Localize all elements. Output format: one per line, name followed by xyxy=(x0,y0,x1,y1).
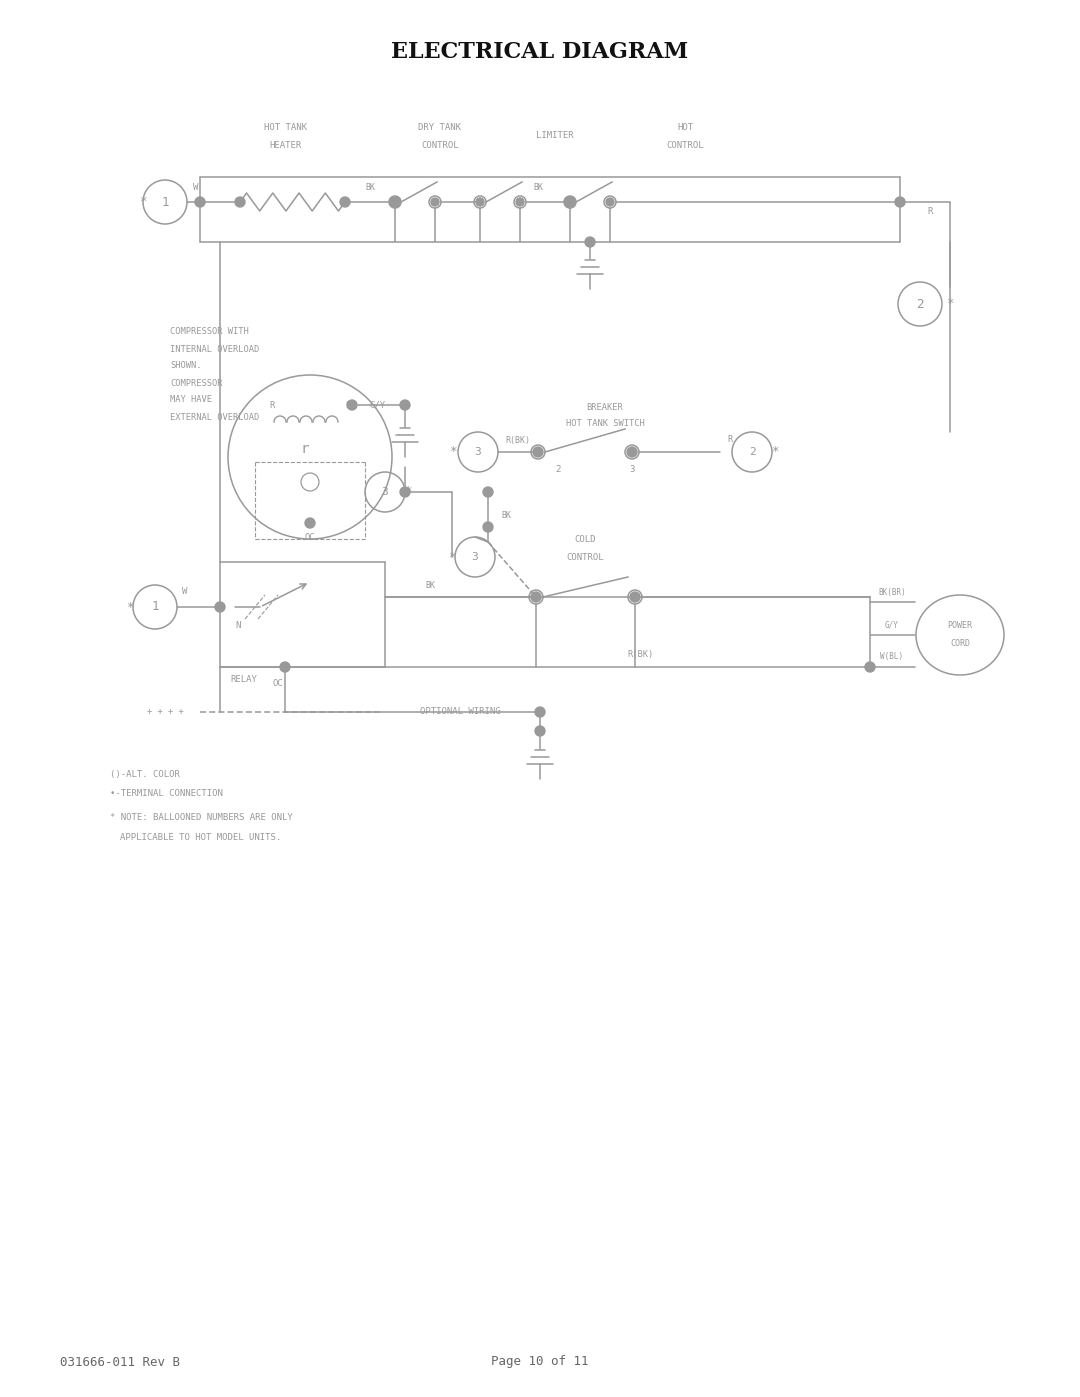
Text: POWER: POWER xyxy=(947,620,972,630)
Text: HOT TANK SWITCH: HOT TANK SWITCH xyxy=(566,419,645,429)
Circle shape xyxy=(483,522,492,532)
Circle shape xyxy=(566,198,573,205)
Text: * NOTE: BALLOONED NUMBERS ARE ONLY: * NOTE: BALLOONED NUMBERS ARE ONLY xyxy=(110,813,293,821)
Text: R: R xyxy=(928,208,933,217)
Text: COLD: COLD xyxy=(575,535,596,543)
Circle shape xyxy=(585,237,595,247)
Circle shape xyxy=(215,602,225,612)
Text: 3: 3 xyxy=(474,447,482,457)
Text: R: R xyxy=(269,401,274,409)
Text: R(BK): R(BK) xyxy=(626,651,653,659)
Circle shape xyxy=(516,198,524,205)
Text: 2: 2 xyxy=(555,464,561,474)
Text: r: r xyxy=(301,441,309,455)
Text: DRY TANK: DRY TANK xyxy=(419,123,461,131)
Text: CONTROL: CONTROL xyxy=(666,141,704,149)
Text: *: * xyxy=(448,550,456,563)
Text: OC: OC xyxy=(305,532,315,542)
Circle shape xyxy=(280,662,291,672)
Circle shape xyxy=(535,726,545,736)
Text: 3: 3 xyxy=(630,464,635,474)
Circle shape xyxy=(305,518,315,528)
Text: BK: BK xyxy=(501,510,511,520)
Text: G/Y: G/Y xyxy=(370,401,386,409)
Text: 2: 2 xyxy=(916,298,923,310)
Circle shape xyxy=(534,447,543,457)
Text: *: * xyxy=(404,486,411,499)
Text: 3: 3 xyxy=(381,488,389,497)
Text: 2: 2 xyxy=(748,447,755,457)
Text: 1: 1 xyxy=(161,196,168,208)
Circle shape xyxy=(347,400,357,409)
Circle shape xyxy=(476,198,484,205)
Text: 1: 1 xyxy=(151,601,159,613)
Circle shape xyxy=(400,400,410,409)
Circle shape xyxy=(565,197,575,207)
Text: 031666-011 Rev B: 031666-011 Rev B xyxy=(60,1355,180,1369)
Text: HOT: HOT xyxy=(677,123,693,131)
Text: OC: OC xyxy=(272,679,283,687)
Text: ELECTRICAL DIAGRAM: ELECTRICAL DIAGRAM xyxy=(391,41,689,63)
Circle shape xyxy=(895,197,905,207)
Text: R(BK): R(BK) xyxy=(505,436,530,444)
Text: CORD: CORD xyxy=(950,640,970,648)
Text: BK(BR): BK(BR) xyxy=(878,588,906,597)
Text: APPLICABLE TO HOT MODEL UNITS.: APPLICABLE TO HOT MODEL UNITS. xyxy=(120,833,281,841)
Text: LIMITER: LIMITER xyxy=(536,131,573,141)
Text: R: R xyxy=(727,436,732,444)
Text: 3: 3 xyxy=(472,552,478,562)
Text: BK: BK xyxy=(365,183,375,191)
Text: *: * xyxy=(139,196,147,208)
Text: *: * xyxy=(449,446,457,458)
Text: CONTROL: CONTROL xyxy=(421,141,459,149)
Text: MAY HAVE: MAY HAVE xyxy=(170,395,212,405)
Text: COMPRESSOR WITH: COMPRESSOR WITH xyxy=(170,327,248,337)
Text: W(BL): W(BL) xyxy=(880,652,904,662)
Text: CONTROL: CONTROL xyxy=(566,552,604,562)
Circle shape xyxy=(431,198,438,205)
Text: BREAKER: BREAKER xyxy=(586,402,623,412)
Text: W: W xyxy=(183,588,188,597)
Circle shape xyxy=(483,488,492,497)
Text: S: S xyxy=(346,401,351,409)
Text: RELAY: RELAY xyxy=(230,675,257,683)
Circle shape xyxy=(531,592,541,602)
Circle shape xyxy=(235,197,245,207)
Circle shape xyxy=(606,198,615,205)
Text: G/Y: G/Y xyxy=(886,620,899,630)
Circle shape xyxy=(340,197,350,207)
Text: HEATER: HEATER xyxy=(269,141,301,149)
Text: INTERNAL OVERLOAD: INTERNAL OVERLOAD xyxy=(170,345,259,353)
Text: EXTERNAL OVERLOAD: EXTERNAL OVERLOAD xyxy=(170,412,259,422)
Text: HOT TANK: HOT TANK xyxy=(264,123,307,131)
Text: COMPRESSOR: COMPRESSOR xyxy=(170,379,222,387)
Text: SHOWN.: SHOWN. xyxy=(170,362,202,370)
Text: + + + +: + + + + xyxy=(147,707,184,717)
Text: *: * xyxy=(126,601,134,613)
Text: W: W xyxy=(193,183,199,191)
Circle shape xyxy=(195,197,205,207)
Text: BK: BK xyxy=(534,183,543,191)
Circle shape xyxy=(865,662,875,672)
Text: BK: BK xyxy=(426,581,435,590)
Circle shape xyxy=(390,197,400,207)
Circle shape xyxy=(630,592,640,602)
Text: •-TERMINAL CONNECTION: •-TERMINAL CONNECTION xyxy=(110,788,222,798)
Circle shape xyxy=(535,707,545,717)
Circle shape xyxy=(391,198,399,205)
Text: *: * xyxy=(946,298,954,310)
Text: N: N xyxy=(235,620,241,630)
Circle shape xyxy=(400,488,410,497)
Text: ()-ALT. COLOR: ()-ALT. COLOR xyxy=(110,770,180,778)
Circle shape xyxy=(627,447,637,457)
Text: Page 10 of 11: Page 10 of 11 xyxy=(491,1355,589,1369)
Text: *: * xyxy=(771,446,779,458)
Text: OPTIONAL WIRING: OPTIONAL WIRING xyxy=(420,707,500,717)
